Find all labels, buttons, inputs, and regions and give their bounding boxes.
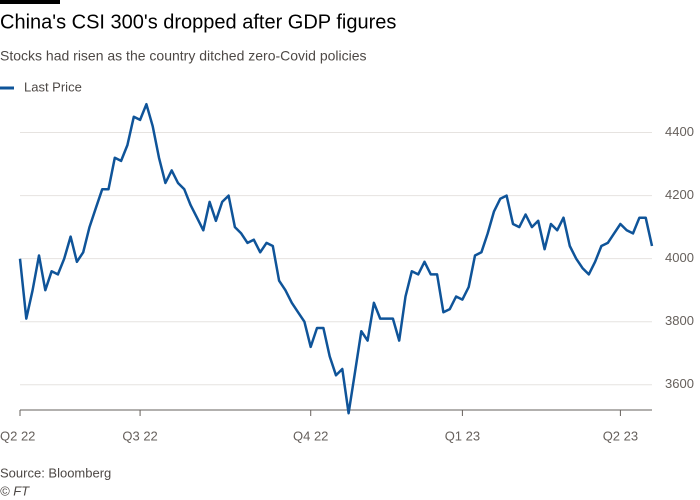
y-tick-label: 4200	[665, 187, 694, 202]
x-tick-label: Q2 22	[0, 428, 35, 443]
x-tick-label: Q2 23	[603, 428, 638, 443]
x-tick-label: Q1 23	[445, 428, 480, 443]
y-tick-label: 3600	[665, 376, 694, 391]
x-tick-label: Q3 22	[122, 428, 157, 443]
chart-title: China's CSI 300's dropped after GDP figu…	[0, 11, 396, 33]
x-tick-label: Q4 22	[293, 428, 328, 443]
chart-subtitle: Stocks had risen as the country ditched …	[0, 48, 367, 64]
brand-bar	[0, 0, 60, 4]
source: Source: Bloomberg	[0, 465, 111, 480]
y-tick-label: 4000	[665, 250, 694, 265]
legend-label: Last Price	[24, 79, 82, 94]
y-tick-label: 3800	[665, 313, 694, 328]
price-line	[18, 102, 654, 415]
y-tick-label: 4400	[665, 124, 694, 139]
credit: © FT	[0, 483, 30, 498]
